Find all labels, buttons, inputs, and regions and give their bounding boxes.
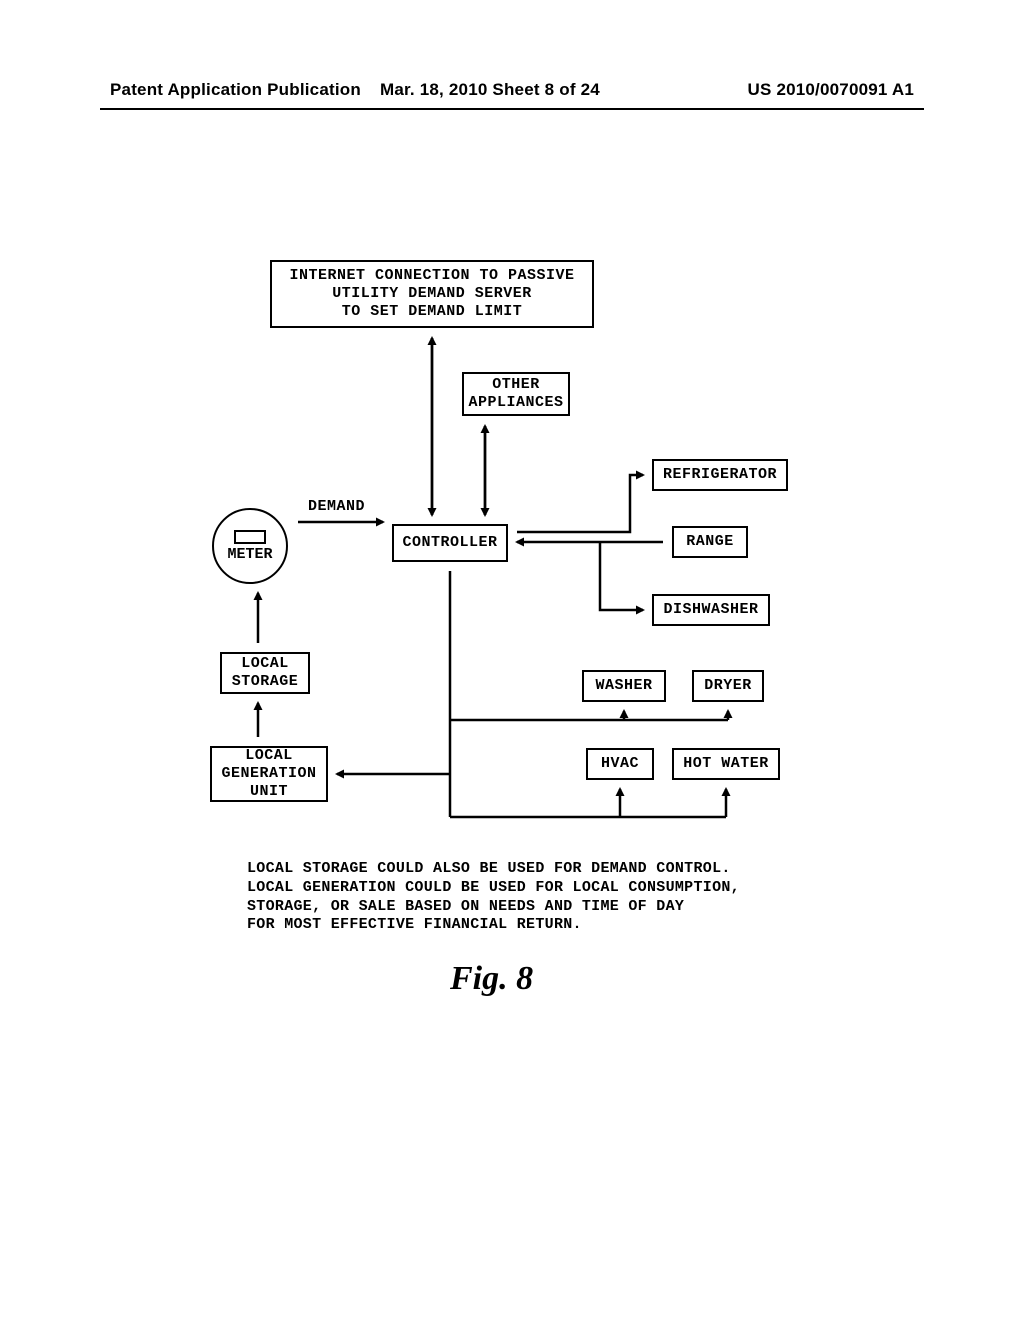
node-range: RANGE xyxy=(672,526,748,558)
patent-page: Patent Application Publication Mar. 18, … xyxy=(0,0,1024,1320)
block-diagram: INTERNET CONNECTION TO PASSIVE UTILITY D… xyxy=(230,260,800,900)
node-hvac: HVAC xyxy=(586,748,654,780)
node-hot-water: HOT WATER xyxy=(672,748,780,780)
header-pub-number: US 2010/0070091 A1 xyxy=(748,80,915,100)
node-local-generation: LOCAL GENERATION UNIT xyxy=(210,746,328,802)
node-refrigerator: REFRIGERATOR xyxy=(652,459,788,491)
node-meter: METER xyxy=(212,508,288,584)
meter-display-icon xyxy=(234,530,266,544)
node-local-storage: LOCAL STORAGE xyxy=(220,652,310,694)
header-publication: Patent Application Publication xyxy=(110,80,361,100)
node-washer: WASHER xyxy=(582,670,666,702)
node-controller: CONTROLLER xyxy=(392,524,508,562)
figure-label: Fig. 8 xyxy=(450,960,533,998)
header-divider xyxy=(100,108,924,110)
node-internet: INTERNET CONNECTION TO PASSIVE UTILITY D… xyxy=(270,260,594,328)
header-date-sheet: Mar. 18, 2010 Sheet 8 of 24 xyxy=(380,80,600,100)
demand-arrow-label: DEMAND xyxy=(308,498,365,515)
meter-label: METER xyxy=(227,546,272,563)
diagram-caption: LOCAL STORAGE COULD ALSO BE USED FOR DEM… xyxy=(247,860,740,935)
node-dishwasher: DISHWASHER xyxy=(652,594,770,626)
node-dryer: DRYER xyxy=(692,670,764,702)
node-other-appliances: OTHER APPLIANCES xyxy=(462,372,570,416)
connection-lines xyxy=(230,260,800,900)
